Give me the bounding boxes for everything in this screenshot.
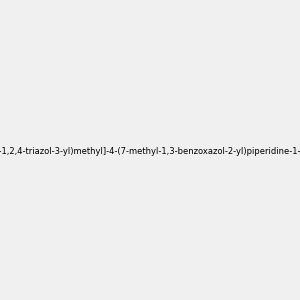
Text: N-[(2-ethyl-1,2,4-triazol-3-yl)methyl]-4-(7-methyl-1,3-benzoxazol-2-yl)piperidin: N-[(2-ethyl-1,2,4-triazol-3-yl)methyl]-4… (0, 147, 300, 156)
